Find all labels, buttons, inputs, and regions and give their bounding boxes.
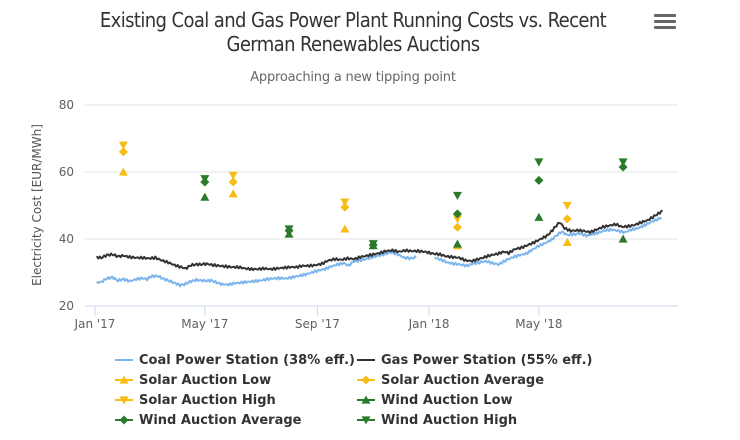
line-series [95,209,664,288]
x-tick-label: May '17 [181,317,228,331]
gridlines [85,104,678,240]
menu-bar [654,26,676,29]
legend-label: Wind Auction Average [139,412,302,428]
legend-label: Wind Auction High [381,412,518,428]
x-tick-label: Sep '17 [295,317,340,331]
legend-item-wind-auction-low[interactable]: Wind Auction Low [357,390,513,410]
menu-bar [654,14,676,17]
diamond-legend-symbol-icon [357,375,375,385]
x-axis: Jan '17 May '17 Sep '17 Jan '18 May '18 [74,305,678,331]
solar-auction-high-marker [562,201,572,210]
legend-item-solar-auction-low[interactable]: Solar Auction Low [115,370,271,390]
triangle-up-legend-symbol-icon [115,375,133,384]
legend-item-solar-auction-high[interactable]: Solar Auction High [115,390,276,410]
chart-plot: 20 40 60 80 Jan '17 May '17 Sep '17 Jan '18 May… [30,98,678,331]
solar-auction-high-marker [228,171,238,180]
line-legend-symbol-icon [115,359,133,361]
solar-auction-low-marker [562,237,572,246]
x-tick-label: May '18 [515,317,562,331]
diamond-legend-symbol-icon [115,415,133,425]
x-tick-label: Jan '18 [408,317,450,331]
wind-auction-low-marker [534,212,544,221]
gas-power-line [95,209,664,272]
scatter-series [118,141,628,250]
wind-auction-high-marker [452,191,462,200]
y-tick-label: 80 [59,98,74,112]
line-legend-symbol-icon [357,359,375,361]
chart-title-line-2: German Renewables Auctions [226,32,480,56]
solar-auction-high-marker [118,141,128,150]
solar-auction-low-marker [118,167,128,176]
y-tick-label: 20 [59,299,74,313]
legend-label: Solar Auction Low [139,372,272,388]
coal-power-line [434,216,663,268]
wind-auction-low-marker [618,234,628,243]
wind-auction-high-marker [368,240,378,249]
legend-item-coal-power-station-38-eff[interactable]: Coal Power Station (38% eff.) [115,350,355,370]
y-axis-ticks: 20 40 60 80 [59,98,74,313]
wind-auction-high-marker [284,225,294,234]
legend-label: Wind Auction Low [381,392,513,408]
x-tick-label: Jan '17 [74,317,116,331]
wind-auction-high-marker [534,158,544,167]
legend-item-wind-auction-high[interactable]: Wind Auction High [357,410,517,430]
chart-subtitle: Approaching a new tipping point [250,70,456,85]
wind-auction-high-marker [618,158,628,167]
legend-label: Solar Auction Average [381,372,545,388]
legend-item-gas-power-station-55-eff[interactable]: Gas Power Station (55% eff.) [357,350,592,370]
triangle-up-legend-symbol-icon [357,395,375,404]
solar-auction-high-marker [340,198,350,207]
wind-auction-average-marker [534,175,544,185]
legend-label: Gas Power Station (55% eff.) [381,352,593,368]
y-tick-label: 40 [59,232,74,246]
y-tick-label: 60 [59,165,74,179]
solar-auction-average-marker [340,202,350,212]
solar-auction-average-marker [562,214,572,224]
solar-auction-average-marker [228,177,238,187]
solar-auction-high-marker [452,215,462,224]
legend-label: Coal Power Station (38% eff.) [139,352,355,368]
coal-power-line [96,251,417,288]
wind-auction-average-marker [452,209,462,219]
legend-item-wind-auction-average[interactable]: Wind Auction Average [115,410,301,430]
legend-label: Solar Auction High [139,392,276,408]
solar-auction-low-marker [228,189,238,198]
triangle-down-legend-symbol-icon [357,416,375,425]
chart-title-line-1: Existing Coal and Gas Power Plant Runnin… [99,8,607,32]
y-axis-label: Electricity Cost [EUR/MWh] [30,124,44,286]
menu-bar [654,20,676,23]
solar-auction-average-marker [118,147,128,157]
wind-auction-average-marker [618,162,628,172]
wind-auction-high-marker [200,175,210,184]
solar-auction-average-marker [452,222,462,232]
wind-auction-low-marker [452,239,462,248]
wind-auction-low-marker [200,192,210,201]
hamburger-menu-icon[interactable] [654,14,676,32]
legend-item-solar-auction-average[interactable]: Solar Auction Average [357,370,544,390]
triangle-down-legend-symbol-icon [115,396,133,405]
chart-title: Existing Coal and Gas Power Plant Runnin… [0,8,706,56]
solar-auction-low-marker [340,224,350,233]
